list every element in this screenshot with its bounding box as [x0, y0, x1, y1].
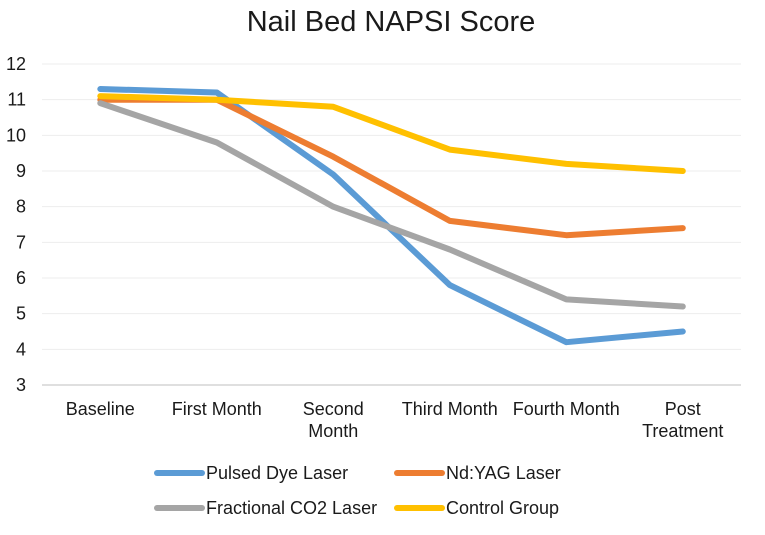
x-tick-label-line: Fourth Month — [513, 399, 620, 419]
y-tick-label: 4 — [16, 339, 26, 359]
x-tick-label: Third Month — [402, 399, 498, 419]
series-line-3 — [97, 93, 686, 174]
x-tick-label: First Month — [172, 399, 262, 419]
x-tick-label-line: Baseline — [66, 399, 135, 419]
y-tick-label: 8 — [16, 197, 26, 217]
x-tick-label-line: Post — [665, 399, 701, 419]
y-tick-label: 12 — [6, 54, 26, 74]
y-tick-label: 10 — [6, 125, 26, 145]
series-line-2 — [97, 100, 686, 310]
series-lines — [97, 86, 686, 346]
y-tick-label: 11 — [7, 90, 26, 110]
x-tick-label: Post Treatment — [642, 399, 723, 441]
x-tick-label: Baseline — [66, 399, 135, 419]
x-tick-label: Second Month — [303, 399, 364, 441]
gridlines — [42, 63, 741, 350]
chart-title: Nail Bed NAPSI Score — [247, 6, 536, 38]
legend-label: Fractional CO2 Laser — [206, 498, 377, 518]
y-tick-label: 5 — [16, 304, 26, 324]
x-axis: Baseline First Month Second Month Third Mont… — [42, 384, 741, 441]
y-tick-label: 6 — [16, 268, 26, 288]
y-tick-label: 7 — [16, 232, 26, 252]
legend-label: Pulsed Dye Laser — [206, 463, 348, 483]
x-tick-label-line: Third Month — [402, 399, 498, 419]
legend: Pulsed Dye Laser Nd:YAG Laser Fractional C… — [154, 463, 561, 518]
y-axis: 3 4 5 6 7 8 9 10 11 12 — [6, 54, 26, 395]
x-tick-label-line: Month — [308, 421, 358, 441]
x-tick-label: Fourth Month — [513, 399, 620, 419]
legend-label: Nd:YAG Laser — [446, 463, 561, 483]
x-tick-label-line: Second — [303, 399, 364, 419]
legend-label: Control Group — [446, 498, 559, 518]
y-tick-label: 9 — [16, 161, 26, 181]
x-tick-label-line: Treatment — [642, 421, 723, 441]
y-tick-label: 3 — [16, 375, 26, 395]
x-tick-label-line: First Month — [172, 399, 262, 419]
